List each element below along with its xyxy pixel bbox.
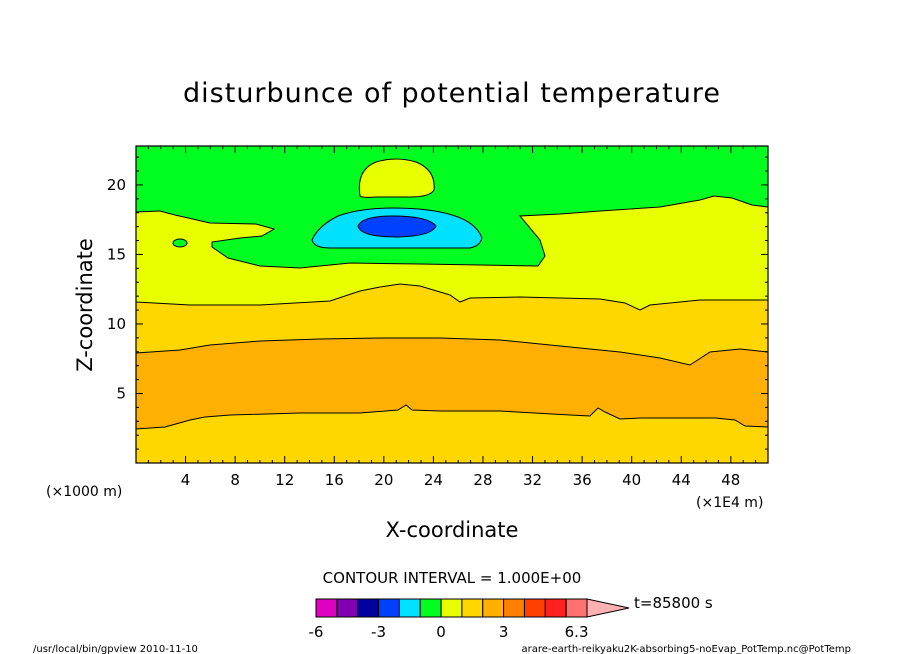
colorbar-label: 3 (499, 623, 509, 641)
colorbar-label: 6.3 (565, 623, 589, 641)
plot-area (135, 145, 769, 463)
x-tick-label: 20 (374, 471, 393, 489)
colorbar-swatch (378, 598, 400, 618)
region-blue-core (357, 215, 437, 238)
x-tick-label: 44 (672, 471, 691, 489)
x-tick-label: 28 (473, 471, 492, 489)
x-tick-label: 48 (721, 471, 740, 489)
x-unit-left: (×1000 m) (46, 484, 122, 500)
y-axis-ticks: 5 10 15 20 (107, 156, 768, 450)
y-axis-label: Z-coordinate (73, 238, 97, 372)
colorbar-swatch (523, 598, 546, 618)
x-axis-label: X-coordinate (386, 518, 519, 542)
region-upper-bubble (358, 158, 435, 198)
x-tick-label: 40 (622, 471, 641, 489)
x-tick-label: 32 (523, 471, 542, 489)
colorbar-swatch (315, 598, 338, 618)
chart-title: disturbunce of potential temperature (183, 78, 721, 109)
colorbar-swatch (482, 598, 505, 618)
colorbar-swatch (336, 598, 359, 618)
footer-left: /usr/local/bin/gpview 2010-11-10 (33, 644, 198, 654)
colorbar-swatch (565, 598, 588, 618)
x-tick-label: 16 (325, 471, 344, 489)
region-middle-band (135, 337, 769, 430)
x-tick-label: 36 (573, 471, 592, 489)
colorbar-label: -6 (309, 623, 324, 641)
y-tick-label: 15 (107, 245, 126, 263)
x-unit-right: (×1E4 m) (696, 495, 763, 511)
colorbar-swatch (503, 598, 525, 618)
contour-interval-label: CONTOUR INTERVAL = 1.000E+00 (323, 569, 582, 587)
x-tick-label: 12 (275, 471, 294, 489)
x-tick-label: 4 (181, 471, 191, 489)
colorbar: -6 -3 0 3 6.3 (309, 598, 630, 641)
y-tick-label: 5 (116, 384, 126, 402)
colorbar-swatch (461, 598, 484, 618)
x-tick-label: 8 (230, 471, 240, 489)
plot-frame (135, 145, 769, 464)
colorbar-swatch (398, 598, 421, 618)
y-tick-label: 10 (107, 315, 126, 333)
region-small-blob (172, 238, 188, 248)
time-label: t=85800 s (634, 594, 713, 612)
colorbar-label: -3 (371, 623, 386, 641)
colorbar-swatch (544, 598, 567, 618)
x-axis-ticks: 4 8 12 16 20 24 28 32 36 40 44 48 (147, 146, 757, 489)
colorbar-swatch (440, 598, 463, 618)
colorbar-label: 0 (436, 623, 446, 641)
x-tick-label: 24 (424, 471, 443, 489)
colorbar-swatch (357, 598, 380, 618)
y-tick-label: 20 (107, 176, 126, 194)
footer-right: arare-earth-reikyaku2K-absorbing5-noEvap… (522, 644, 852, 654)
region-top-negative (135, 145, 769, 269)
colorbar-swatch (419, 598, 442, 618)
colorbar-overflow-arrow (586, 598, 630, 618)
